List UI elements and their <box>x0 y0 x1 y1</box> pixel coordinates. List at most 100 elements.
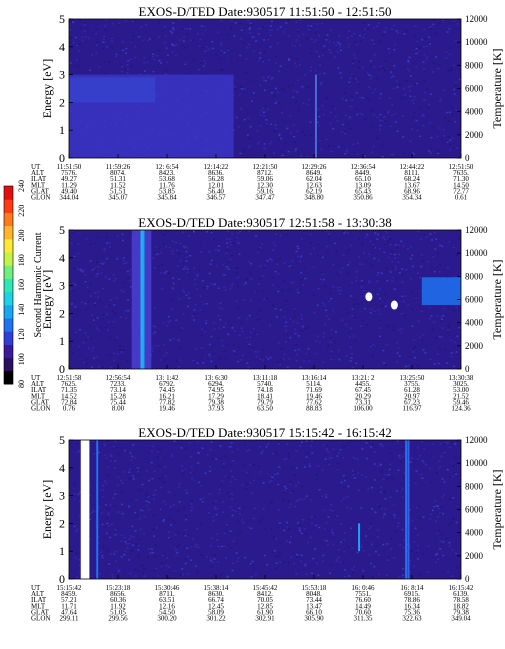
ephemeris-row-label: ILAT <box>31 386 47 394</box>
ephemeris-cell: 8.00 <box>112 405 125 413</box>
ephemeris-cell: 124.36 <box>451 405 471 413</box>
y2-tick-label: 8000 <box>465 481 484 491</box>
y2-tick-label: 0 <box>465 574 470 584</box>
ephemeris-cell: 73.44 <box>306 596 322 604</box>
ephemeris-cell: 8048. <box>306 590 322 598</box>
colorbar-segment <box>4 212 13 227</box>
ephemeris-cell: 7635. <box>453 169 469 177</box>
ephemeris-cell: 3025. <box>453 380 469 388</box>
ephemeris-cell: 349.04 <box>451 615 471 623</box>
y2-tick-label: 2000 <box>465 130 484 140</box>
y-tick-label: 5 <box>59 12 65 26</box>
colorbar-segment <box>4 370 13 385</box>
spectrogram-texture <box>69 230 461 369</box>
ephemeris-row-label: ILAT <box>31 175 47 183</box>
ephemeris-cell: 65.10 <box>355 175 371 183</box>
spectrogram-panel-2: EXOS-D/TED Date:930517 12:51:58 - 13:30:… <box>31 215 504 413</box>
ephemeris-cell: 11.71 <box>61 602 77 610</box>
y-tick-label: 3 <box>59 489 65 503</box>
y-tick-label: 1 <box>59 123 65 137</box>
ephemeris-cell: 11.92 <box>110 602 126 610</box>
ephemeris-row-label: UT <box>31 163 41 171</box>
ephemeris-cell: 66.10 <box>306 608 322 616</box>
spectrogram-feature-line <box>142 230 145 369</box>
y2-tick-label: 4000 <box>465 318 484 328</box>
colorbar-label: Second Harmonic Current <box>33 232 44 337</box>
colorbar-segment <box>4 291 13 306</box>
ephemeris-cell: 56.28 <box>208 175 224 183</box>
ephemeris-cell: 63.51 <box>159 596 175 604</box>
y2-tick-label: 2000 <box>465 341 484 351</box>
y-axis-label: Energy [eV] <box>40 59 54 118</box>
ephemeris-cell: 13: 1:42 <box>155 374 179 382</box>
y-tick-label: 5 <box>59 433 65 447</box>
ephemeris-cell: 8449. <box>355 169 371 177</box>
ephemeris-cell: 14.52 <box>61 392 77 400</box>
y-tick-label: 0 <box>59 151 65 165</box>
ephemeris-cell: 73.31 <box>355 398 371 406</box>
ephemeris-cell: 11:59:26 <box>106 163 131 171</box>
ephemeris-cell: 7551. <box>355 590 371 598</box>
ephemeris-cell: 3755. <box>404 380 420 388</box>
y2-tick-label: 10000 <box>465 37 488 47</box>
ephemeris-cell: 8636. <box>208 169 224 177</box>
ephemeris-cell: 11.52 <box>110 181 126 189</box>
panel-title: EXOS-D/TED Date:930517 12:51:58 - 13:30:… <box>138 215 391 230</box>
ephemeris-row-label: GLON <box>31 405 50 413</box>
ephemeris-cell: 6792. <box>159 380 175 388</box>
ephemeris-cell: 12.30 <box>257 181 273 189</box>
ephemeris-cell: 73.14 <box>110 386 126 394</box>
y-tick-label: 2 <box>59 306 65 320</box>
ephemeris-cell: 12:29:26 <box>302 163 327 171</box>
ephemeris-cell: 53.85 <box>159 187 175 195</box>
spectrogram-feature-gap <box>69 440 74 579</box>
ephemeris-row-label: UT <box>31 584 41 592</box>
colorbar-tick-label: 140 <box>17 304 26 316</box>
ephemeris-cell: 7576. <box>61 169 77 177</box>
spectrogram-panels: EXOS-D/TED Date:930517 11:51:50 - 12:51:… <box>31 4 504 623</box>
ephemeris-cell: 65.43 <box>355 187 371 195</box>
spectrogram-panel-1: EXOS-D/TED Date:930517 11:51:50 - 12:51:… <box>31 4 504 202</box>
ephemeris-cell: 302.91 <box>255 615 275 623</box>
ephemeris-row-label: GLON <box>31 615 50 623</box>
ephemeris-row-label: ALT <box>31 590 45 598</box>
ephemeris-cell: 5740. <box>257 380 273 388</box>
colorbar-tick-label: 120 <box>17 329 26 341</box>
y-tick-label: 1 <box>59 544 65 558</box>
ephemeris-cell: 344.04 <box>59 194 79 202</box>
colorbar-segment <box>4 278 13 293</box>
ephemeris-cell: 345.84 <box>157 194 177 202</box>
ephemeris-row-label: UT <box>31 374 41 382</box>
y2-tick-label: 4000 <box>465 107 484 117</box>
spectrogram-feature-line <box>358 523 361 552</box>
ephemeris-cell: 56.40 <box>208 187 224 195</box>
ephemeris-cell: 12:36:54 <box>351 163 376 171</box>
spectrogram-feature-line <box>405 440 408 579</box>
spectrogram-feature-line <box>140 230 143 369</box>
colorbar: 80 100 120 140 160 180 200 220 240 Second Harmoni… <box>3 180 44 388</box>
ephemeris-cell: 51.31 <box>110 175 126 183</box>
ephemeris-cell: 19.46 <box>306 392 322 400</box>
spectrogram-panel-3: EXOS-D/TED Date:930517 15:15:42 - 16:15:… <box>31 425 504 623</box>
ephemeris-cell: 53.00 <box>453 386 469 394</box>
y2-tick-label: 6000 <box>465 295 484 305</box>
ephemeris-row-label: ALT <box>31 169 45 177</box>
ephemeris-cell: 18.41 <box>257 392 273 400</box>
ephemeris-cell: 74.45 <box>159 386 175 394</box>
colorbar-tick-label: 160 <box>17 279 26 291</box>
colorbar-segment <box>4 199 13 213</box>
ephemeris-cell: 16: 0:46 <box>351 584 375 592</box>
ephemeris-cell: 49.40 <box>61 187 77 195</box>
ephemeris-cell: 66.74 <box>208 596 224 604</box>
ephemeris-cell: 88.83 <box>306 405 322 413</box>
ephemeris-cell: 71.69 <box>306 386 322 394</box>
ephemeris-cell: 13:21: 2 <box>351 374 375 382</box>
ephemeris-cell: 12:21:50 <box>253 163 278 171</box>
ephemeris-cell: 51.05 <box>110 608 126 616</box>
ephemeris-cell: 345.07 <box>108 194 128 202</box>
colorbar-segment <box>4 304 13 319</box>
ephemeris-cell: 20.29 <box>355 392 371 400</box>
ephemeris-cell: 15:23:18 <box>106 584 131 592</box>
ephemeris-cell: 8630. <box>208 590 224 598</box>
ephemeris-cell: 68.24 <box>404 175 420 183</box>
